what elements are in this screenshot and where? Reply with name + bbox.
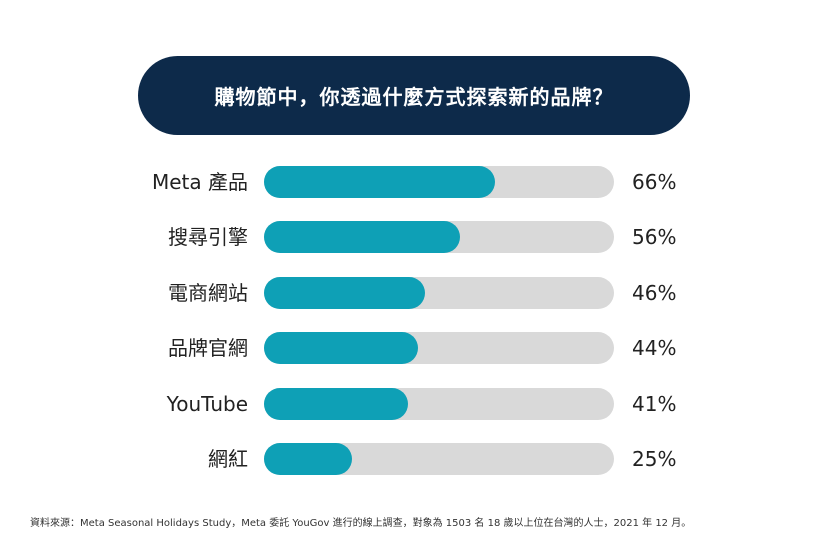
chart-title: 購物節中，你透過什麼方式探索新的品牌？ [214,85,614,109]
bar [264,388,408,420]
category-label: Meta 產品 [151,170,248,194]
value-label: 25% [632,447,677,471]
category-label: 電商網站 [168,281,248,305]
value-label: 41% [632,392,677,416]
value-label: 56% [632,225,677,249]
bar-track [264,166,614,198]
chart-title-banner: 購物節中，你透過什麼方式探索新的品牌？ [138,56,690,135]
bar-track [264,221,614,253]
bar [264,166,495,198]
value-label: 46% [632,281,677,305]
value-label: 66% [632,170,677,194]
bar-track [264,388,614,420]
bar [264,277,425,309]
category-label: 搜尋引擎 [168,225,248,249]
bar [264,443,352,475]
bar [264,332,418,364]
category-label: 網紅 [208,447,248,471]
bar [264,221,460,253]
bar-track [264,332,614,364]
category-label: 品牌官網 [168,336,248,360]
value-label: 44% [632,336,677,360]
category-label: YouTube [166,392,248,416]
source-note: 資料來源：Meta Seasonal Holidays Study，Meta 委… [30,518,692,529]
bar-track [264,277,614,309]
bar-track [264,443,614,475]
